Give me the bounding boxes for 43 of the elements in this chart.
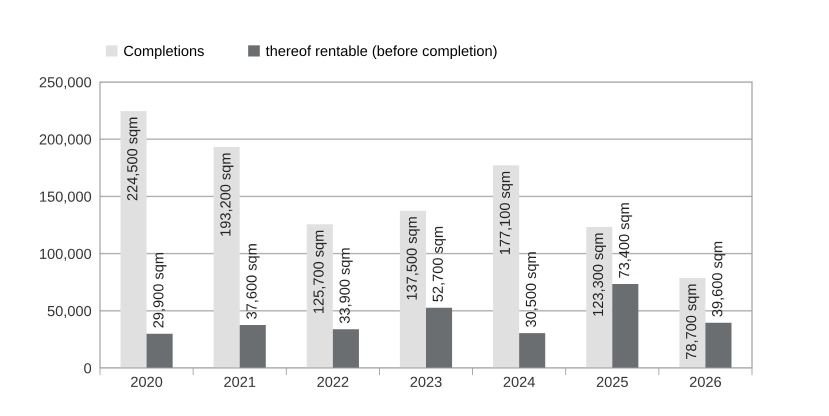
y-tick-label: 250,000 <box>40 77 92 90</box>
bar <box>146 334 173 368</box>
x-tick-label: 2025 <box>596 376 628 388</box>
data-label: 52,700 sqm <box>432 226 446 302</box>
x-tick-label: 2026 <box>690 376 722 388</box>
x-tick-label: 2024 <box>504 376 535 388</box>
bar <box>705 322 732 368</box>
data-label: 39,600 sqm <box>712 242 726 317</box>
data-label: 73,400 sqm <box>618 203 632 278</box>
bar <box>493 165 520 368</box>
data-label: 177,100 sqm <box>500 172 513 254</box>
y-tick-label: 200,000 <box>40 134 92 146</box>
y-tick-label: 100,000 <box>40 248 92 261</box>
data-label: 78,700 sqm <box>686 284 700 359</box>
data-label: 125,700 sqm <box>313 230 327 313</box>
bar <box>332 329 359 368</box>
bar <box>679 278 706 368</box>
data-label: 33,900 sqm <box>339 248 353 324</box>
bar <box>214 146 240 368</box>
x-tick-label: 2023 <box>410 376 442 388</box>
data-label: 123,300 sqm <box>592 233 606 316</box>
y-tick-label: 50,000 <box>48 306 92 318</box>
data-label: 30,500 sqm <box>526 252 539 327</box>
data-label: 224,500 sqm <box>127 118 140 200</box>
bar <box>240 324 266 368</box>
y-tick-label: 150,000 <box>40 192 92 204</box>
bar <box>400 210 426 368</box>
data-label: 37,600 sqm <box>246 244 260 319</box>
legend-label: thereof rentable (before completion) <box>266 45 497 60</box>
bar <box>519 333 546 368</box>
x-tick-label: 2022 <box>317 376 348 388</box>
legend-label: Completions <box>124 45 204 60</box>
data-label: 137,500 sqm <box>406 217 420 300</box>
bar <box>426 308 452 368</box>
bar <box>612 284 638 368</box>
bar <box>586 226 612 368</box>
x-tick-label: 2021 <box>224 376 256 388</box>
data-label: 193,200 sqm <box>220 153 234 236</box>
y-tick-label: 0 <box>84 363 92 374</box>
bar <box>120 111 147 368</box>
x-tick-label: 2020 <box>131 376 162 388</box>
bar <box>306 224 333 368</box>
data-label: 29,900 sqm <box>153 252 166 328</box>
